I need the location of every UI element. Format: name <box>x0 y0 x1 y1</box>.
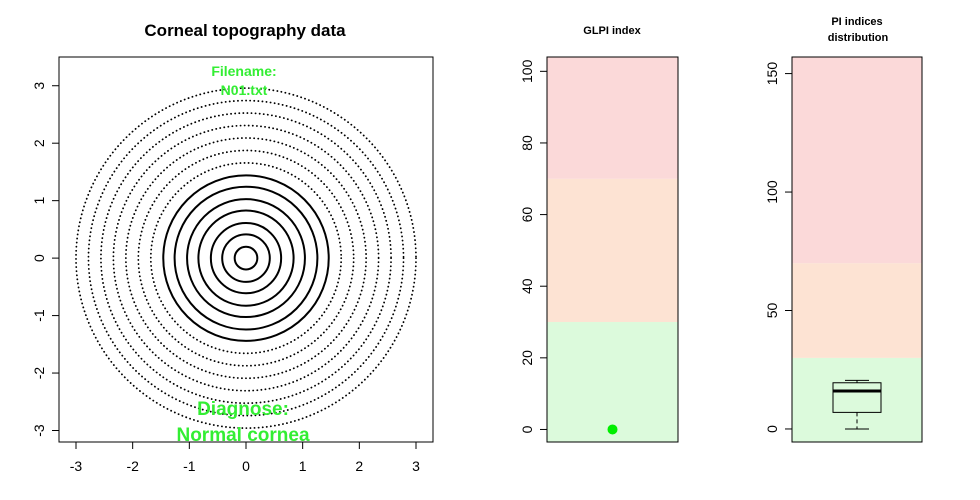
y-tick-label: 100 <box>519 59 535 83</box>
y-tick-label: 20 <box>519 350 535 366</box>
topography-rings <box>75 87 417 430</box>
filename-label: Filename: <box>211 63 276 79</box>
topography-ring <box>100 112 392 405</box>
topography-ring <box>233 245 259 271</box>
y-tick-label: 0 <box>31 254 47 262</box>
pi-boxplot <box>832 379 882 430</box>
x-tick-label: -1 <box>183 458 196 474</box>
topography-ring <box>124 137 368 380</box>
pi-box <box>832 382 882 413</box>
y-tick-label: 50 <box>764 303 780 319</box>
y-tick-label: 1 <box>31 197 47 205</box>
zone-orange <box>792 263 922 358</box>
topography-ring <box>162 174 330 342</box>
glpi-title: GLPI index <box>583 25 641 37</box>
topography-x-axis: -3 -2 -1 0 1 2 3 <box>70 441 420 474</box>
filename-value: N01.txt <box>221 82 268 98</box>
topography-ring <box>87 99 405 417</box>
topography-ring <box>197 209 295 307</box>
topography-ring <box>149 162 343 355</box>
diagnose-value: Normal cornea <box>176 425 309 446</box>
y-tick-label: -1 <box>31 309 47 322</box>
x-tick-label: 3 <box>412 458 420 474</box>
y-tick-label: 150 <box>764 62 780 86</box>
diagnose-label: Diagnose: <box>197 399 289 420</box>
topography-panel: Corneal topography data -3 -2 -1 0 1 2 3 -3-2-… <box>31 21 434 474</box>
zone-red <box>792 57 922 264</box>
pi-panel: PI indices distribution 0 50 100 150 <box>764 16 923 443</box>
glpi-points <box>607 424 618 435</box>
zone-green <box>547 322 678 442</box>
topography-ring <box>186 198 306 319</box>
glpi-panel: GLPI index 0 20 40 60 80 100 <box>519 25 679 443</box>
topography-ring <box>173 185 319 331</box>
pi-y-axis: 0 50 100 150 <box>764 62 793 433</box>
topography-ring <box>221 233 271 283</box>
y-tick-label: 60 <box>519 207 535 223</box>
zone-orange <box>547 178 678 323</box>
pi-title-line1: PI indices <box>831 16 882 28</box>
pi-title-line2: distribution <box>828 32 889 44</box>
y-tick-label: 0 <box>764 425 780 433</box>
topography-ring <box>137 149 355 367</box>
y-tick-label: 0 <box>519 425 535 433</box>
x-tick-label: -3 <box>70 458 83 474</box>
y-tick-label: 40 <box>519 278 535 294</box>
x-tick-label: 1 <box>299 458 307 474</box>
topography-title: Corneal topography data <box>144 21 346 40</box>
glpi-zones <box>547 57 678 442</box>
topography-y-axis: -3 -2 -1 0 1 2 3 <box>31 82 60 437</box>
x-tick-label: 0 <box>242 458 250 474</box>
glpi-point <box>607 424 618 435</box>
topography-ring <box>209 221 283 295</box>
y-tick-label: -3 <box>31 424 47 437</box>
y-tick-label: 3 <box>31 82 47 90</box>
y-tick-label: 80 <box>519 135 535 151</box>
y-tick-label: -2 <box>31 367 47 380</box>
x-tick-label: 2 <box>355 458 363 474</box>
y-tick-label: 2 <box>31 139 47 147</box>
zone-red <box>547 57 678 179</box>
pi-zones <box>792 57 922 442</box>
x-tick-label: -2 <box>126 458 139 474</box>
topography-ring <box>112 124 380 392</box>
glpi-y-axis: 0 20 40 60 80 100 <box>519 59 548 433</box>
topography-ring <box>75 87 417 430</box>
topography-plot-frame <box>58 56 434 443</box>
y-tick-label: 100 <box>764 180 780 204</box>
